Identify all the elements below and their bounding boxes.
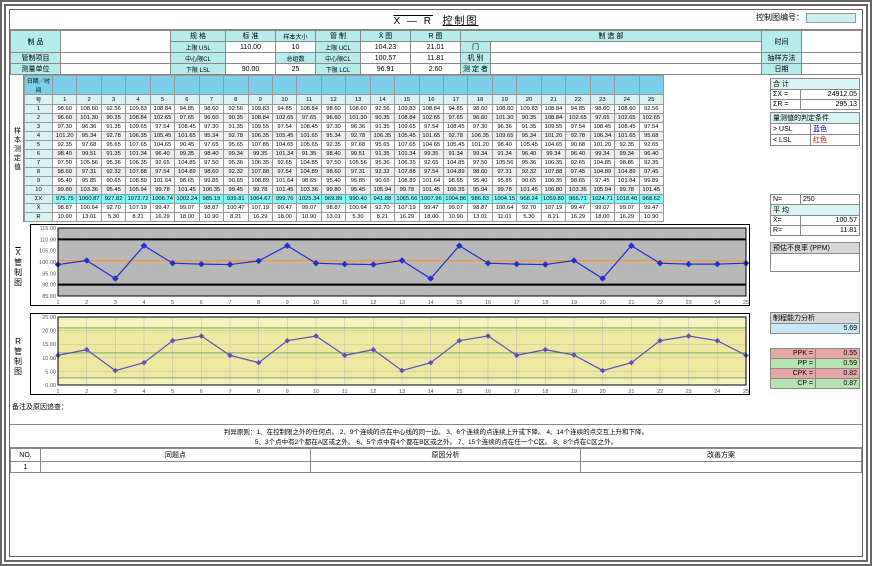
xbar-chart-wrap: X管制图 85.0090.0095.00100.00105.00110.0011…	[30, 224, 862, 311]
svg-text:95.00: 95.00	[42, 271, 56, 277]
svg-text:20.00: 20.00	[42, 329, 56, 335]
r-chart-wrap: R管制图 0.005.0010.0015.0020.0025.001234567…	[30, 313, 862, 400]
data-grid: 日期／时间号1234567891011121314151617181920212…	[24, 75, 664, 222]
footer-table: NO.同题点原因分析改善方案 1	[10, 448, 862, 473]
r-chart: 0.005.0010.0015.0020.0025.00123456789101…	[30, 313, 750, 395]
notes-label: 备注及原因追查：	[12, 402, 68, 412]
chart-title: X̄ — R 控制图	[393, 12, 478, 27]
svg-text:15.00: 15.00	[42, 342, 56, 348]
xbar-chart-label: X管制图	[14, 248, 22, 288]
svg-text:0.00: 0.00	[45, 383, 56, 389]
title-bar: X̄ — R 控制图 控制图编号：	[10, 10, 862, 30]
svg-text:10.00: 10.00	[42, 356, 56, 362]
svg-text:25.00: 25.00	[42, 315, 56, 321]
right-panels: 合 计 ΣX =24912.05 ΣR =295.13 量测值的判定条件 > U…	[770, 32, 860, 389]
control-chart: X̄ — R 控制图 控制图编号： 制 品 规 格 标 准 样本大小 管 制 X…	[9, 9, 863, 557]
svg-text:115.00: 115.00	[40, 226, 56, 232]
spec-table: 制 品 规 格 标 准 样本大小 管 制 X̄ 图 R 图 制 造 部 时间 上…	[10, 30, 862, 75]
control-number: 控制图编号：	[756, 12, 856, 23]
xbar-chart: 85.0090.0095.00100.00105.00110.00115.001…	[30, 224, 750, 306]
r-chart-label: R管制图	[14, 337, 22, 377]
svg-text:110.00: 110.00	[40, 237, 56, 243]
sample-values-label: 样 本 测 定 值	[12, 127, 22, 170]
rules-text: 判异原则：1、在控制限之外的任何点。 2、9个连续的点在中心线的同一边。 3、6…	[10, 424, 862, 448]
svg-text:85.00: 85.00	[42, 294, 56, 300]
svg-text:5.00: 5.00	[45, 369, 56, 375]
svg-text:105.00: 105.00	[39, 249, 56, 255]
svg-text:90.00: 90.00	[42, 283, 56, 289]
svg-text:100.00: 100.00	[39, 260, 56, 266]
